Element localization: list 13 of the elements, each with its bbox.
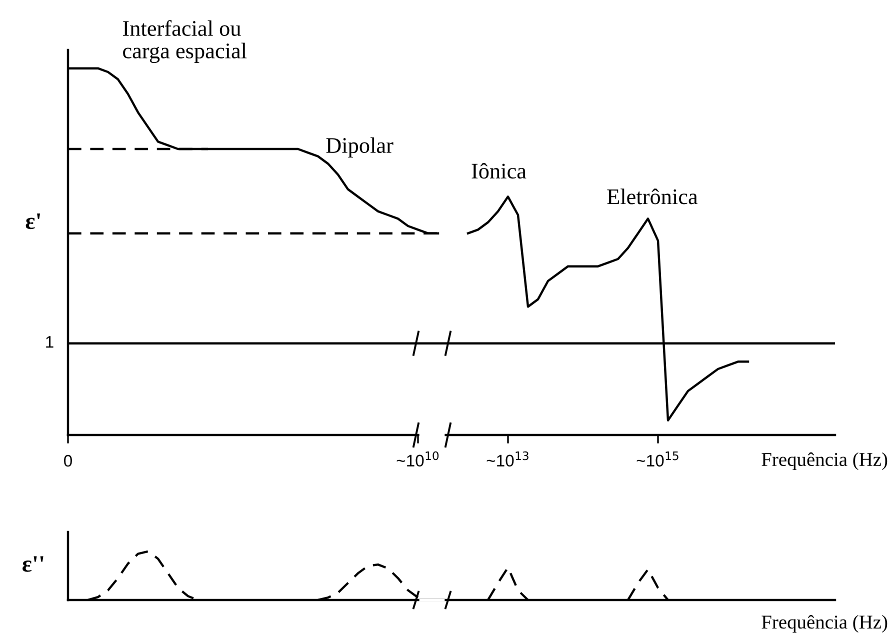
- x-tick-label: 0: [64, 454, 72, 467]
- annotation: Iônica: [472, 162, 526, 179]
- text: Interfacial ou carga espacial: [123, 20, 247, 64]
- annotation: Dipolar: [326, 137, 394, 158]
- annotation: Eletrônica: [607, 188, 698, 204]
- y-axis-title: ε'': [22, 556, 44, 572]
- x-tick-label: ~10$^{10}$: [396, 451, 439, 467]
- x-tick-label: ~10$^{13}$: [486, 451, 528, 467]
- x-axis-title: Frequência (Hz): [762, 614, 888, 633]
- annotation: 1: [46, 336, 54, 348]
- x-axis-title: Frequência (Hz): [762, 452, 888, 470]
- y-axis-title: ε': [26, 213, 40, 230]
- x-tick-label: ~10$^{15}$: [636, 452, 678, 467]
